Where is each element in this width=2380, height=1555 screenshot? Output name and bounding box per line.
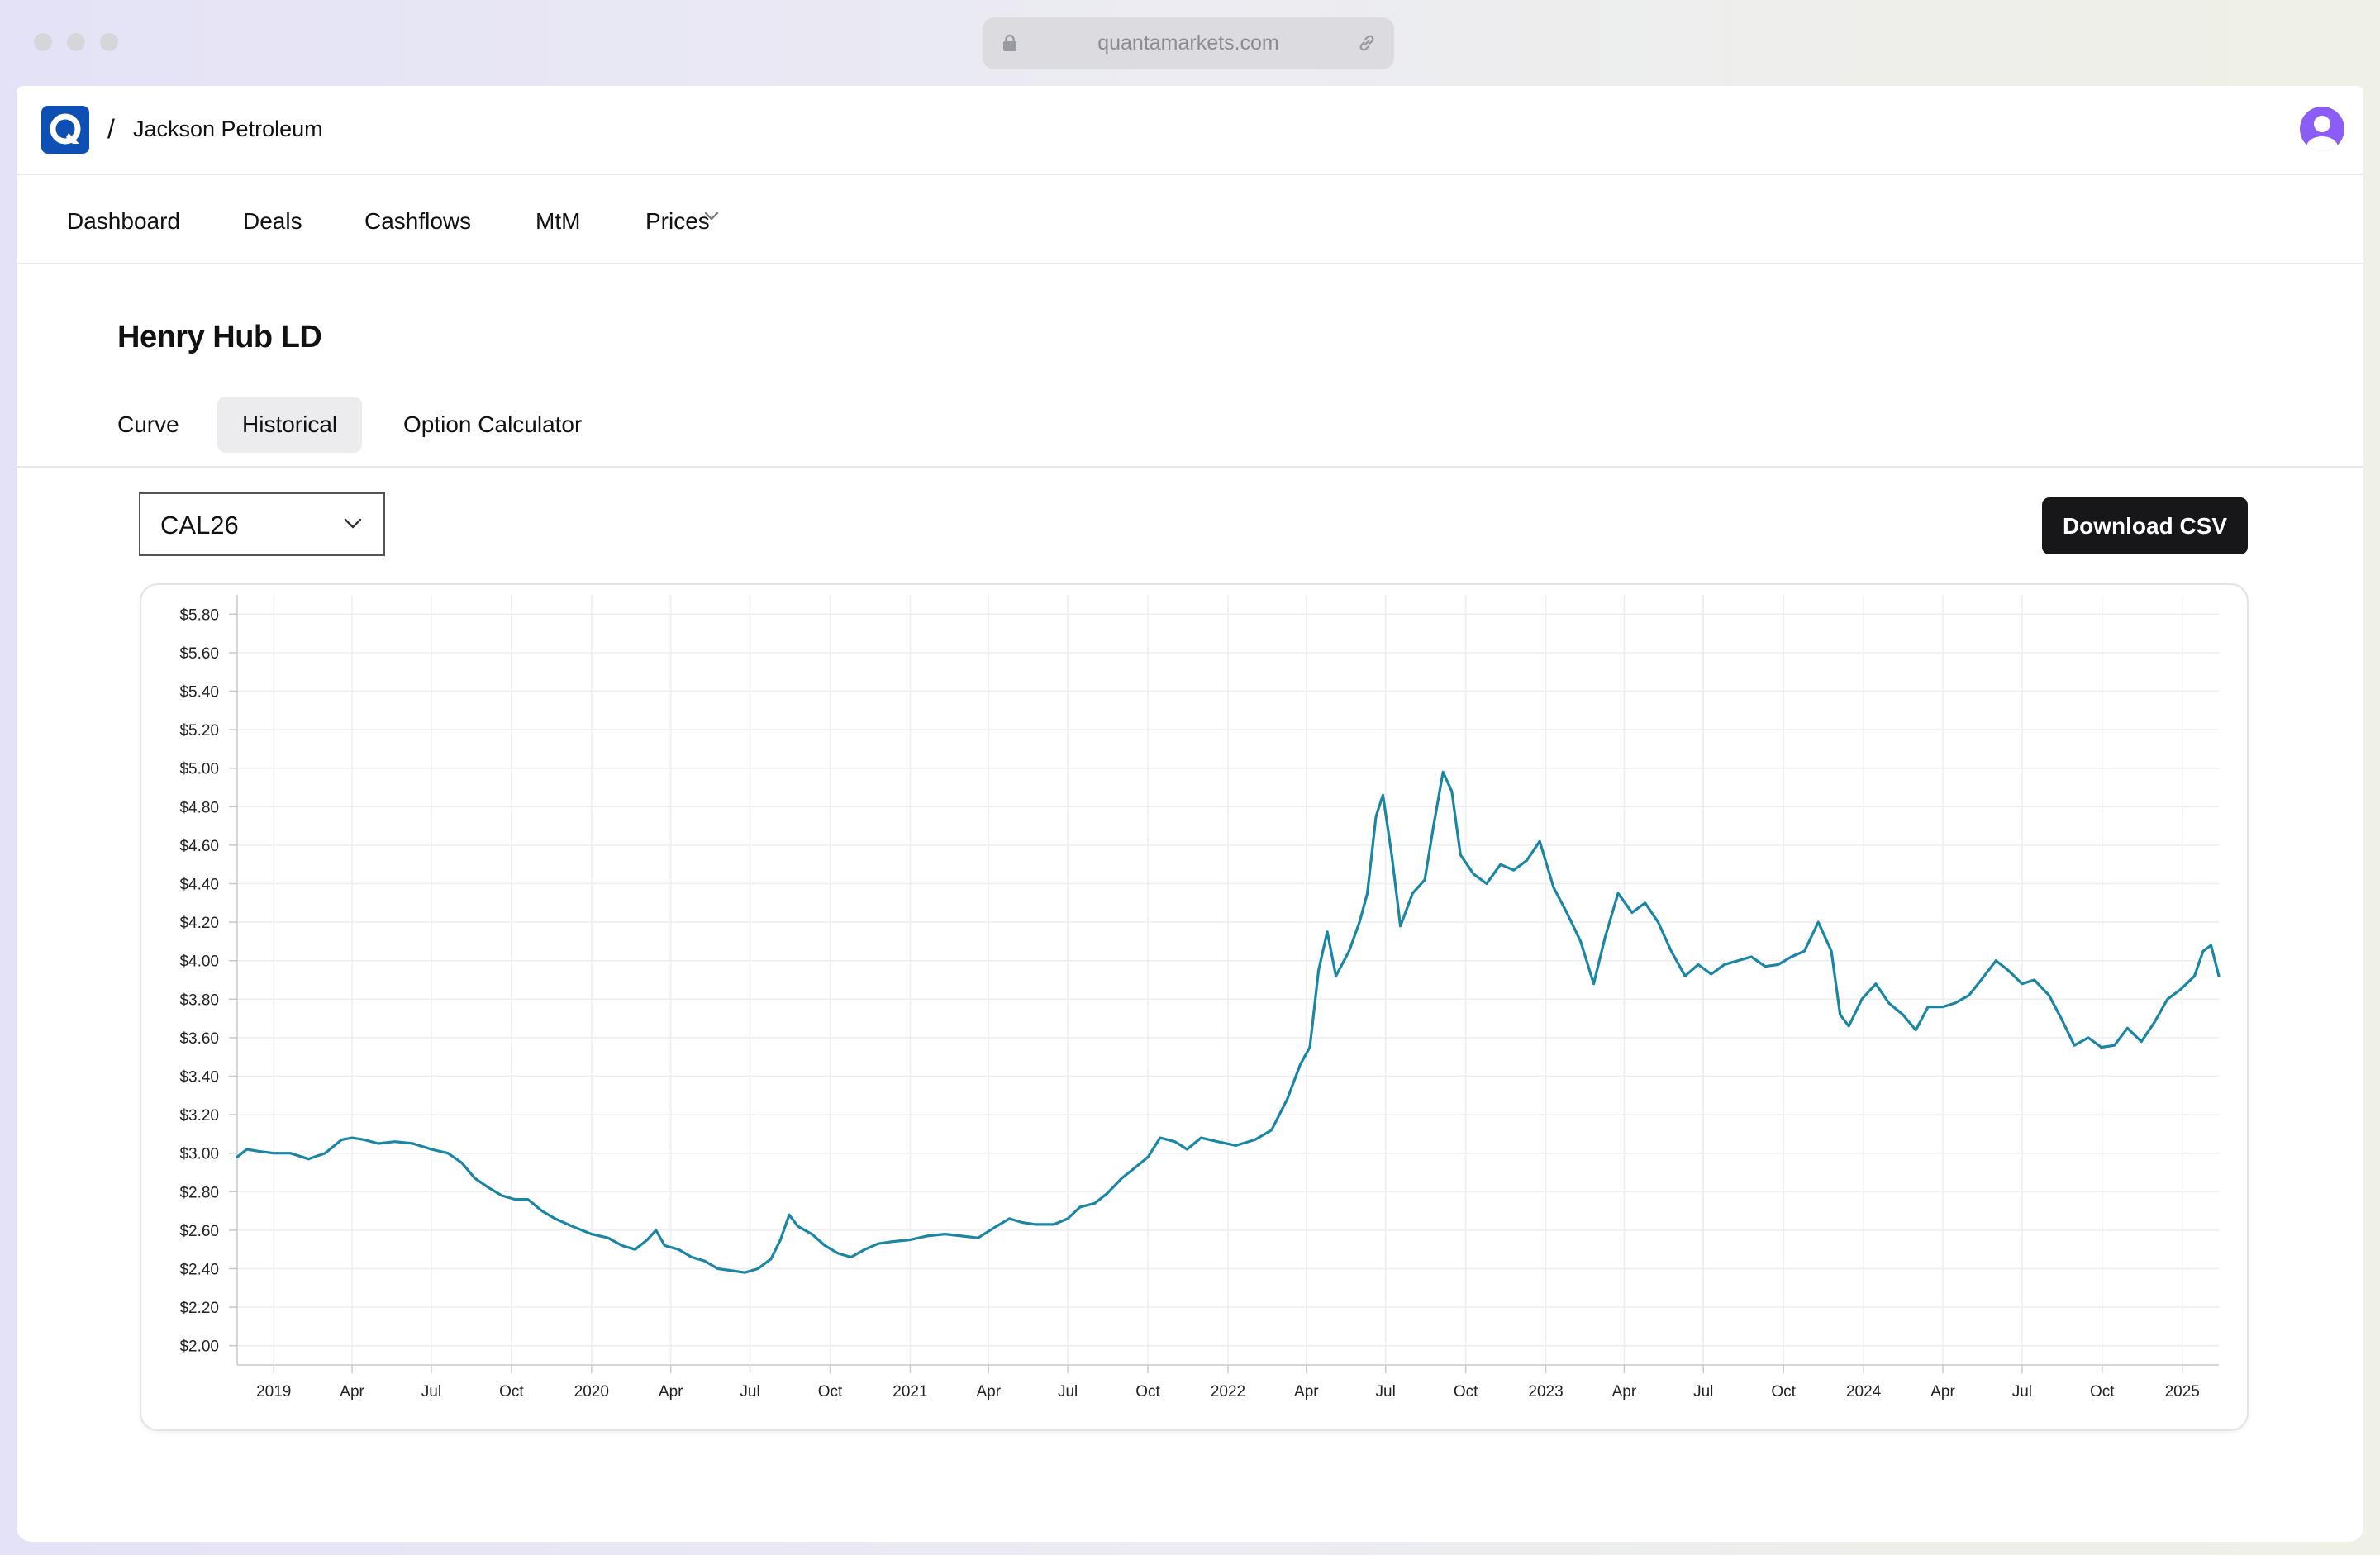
page-title: Henry Hub LD [117,320,322,354]
y-tick-label: $2.60 [179,1223,219,1240]
prices-dropdown-chevron-icon[interactable] [703,211,720,226]
user-avatar-icon[interactable] [2300,107,2344,151]
y-tick-label: $5.60 [179,645,219,663]
nav-mtm[interactable]: MtM [536,208,581,234]
tab-option-calculator[interactable]: Option Calculator [403,411,583,437]
x-tick-label: Jul [1693,1383,1713,1400]
y-tick-label: $2.20 [179,1300,219,1317]
y-tick-label: $4.80 [179,799,219,816]
x-tick-label: Oct [1771,1383,1796,1400]
x-tick-label: Oct [818,1383,843,1400]
tabs-divider [17,466,2363,468]
x-tick-label: 2021 [892,1383,927,1400]
price-history-chart: $2.00 $2.20 $2.40 $2.60 $2.80 $3.00 $3.20 $3.40… [140,583,2249,1431]
tab-curve[interactable]: Curve [117,411,179,437]
chevron-down-icon [344,518,362,534]
contract-select-value: CAL26 [160,511,239,540]
minimize-window-button[interactable] [67,33,85,51]
x-tick-label: 2022 [1211,1383,1245,1400]
x-tick-label: Oct [1135,1383,1160,1400]
y-tick-label: $4.20 [179,915,219,932]
y-tick-label: $4.40 [179,877,219,894]
x-tick-label: Apr [659,1383,683,1400]
y-tick-label: $2.00 [179,1339,219,1356]
nav-prices[interactable]: Prices [645,208,710,234]
breadcrumb-separator: / [107,114,115,144]
y-tick-label: $5.40 [179,684,219,701]
y-tick-label: $3.60 [179,1030,219,1048]
close-window-button[interactable] [34,33,52,51]
x-tick-label: 2019 [256,1383,291,1400]
download-csv-button[interactable]: Download CSV [2042,497,2248,554]
x-tick-label: Oct [499,1383,524,1400]
y-tick-label: $3.80 [179,991,219,1009]
y-tick-label: $4.00 [179,953,219,971]
nav-divider [17,263,2363,264]
address-bar[interactable]: quantamarkets.com [983,17,1394,69]
link-icon[interactable] [1356,32,1378,59]
y-tick-label: $3.20 [179,1107,219,1125]
nav-cashflows[interactable]: Cashflows [364,208,472,234]
chart-canvas: $2.00 $2.20 $2.40 $2.60 $2.80 $3.00 $3.20 $3.40… [179,595,2221,1400]
nav-deals[interactable]: Deals [243,208,302,234]
x-tick-label: Jul [740,1383,759,1400]
x-tick-label: Apr [1930,1383,1955,1400]
x-tick-label: 2020 [574,1383,609,1400]
y-tick-label: $4.60 [179,838,219,855]
price-series-line [236,770,2221,1274]
y-tick-label: $2.40 [179,1262,219,1279]
tab-historical[interactable]: Historical [217,397,363,453]
x-tick-label: Jul [1058,1383,1078,1400]
x-tick-label: 2024 [1846,1383,1882,1400]
y-tick-label: $3.40 [179,1069,219,1087]
y-tick-label: $3.00 [179,1146,219,1163]
x-tick-label: 2023 [1528,1383,1563,1400]
org-name[interactable]: Jackson Petroleum [133,117,323,141]
x-tick-label: Oct [2090,1383,2115,1400]
x-tick-label: Jul [1376,1383,1396,1400]
x-tick-label: Oct [1454,1383,1478,1400]
lock-icon [1002,34,1017,58]
y-tick-label: $5.80 [179,606,219,624]
y-tick-label: $2.80 [179,1184,219,1201]
header-divider [17,174,2363,175]
browser-titlebar: quantamarkets.com [0,0,2380,86]
x-tick-label: Apr [976,1383,1001,1400]
x-tick-label: Jul [2012,1383,2032,1400]
y-tick-label: $5.00 [179,761,219,778]
x-tick-label: Apr [1612,1383,1637,1400]
app-logo[interactable] [41,106,89,154]
contract-select[interactable]: CAL26 [139,492,385,556]
url-text: quantamarkets.com [1097,31,1279,55]
y-tick-label: $5.20 [179,722,219,739]
x-tick-label: Apr [1294,1383,1319,1400]
app-container: / Jackson Petroleum Dashboard Deals Cash… [17,86,2363,1542]
x-tick-label: Jul [421,1383,441,1400]
x-tick-label: 2025 [2165,1383,2200,1400]
zoom-window-button[interactable] [100,33,118,51]
x-tick-label: Apr [340,1383,364,1400]
nav-dashboard[interactable]: Dashboard [67,208,180,234]
